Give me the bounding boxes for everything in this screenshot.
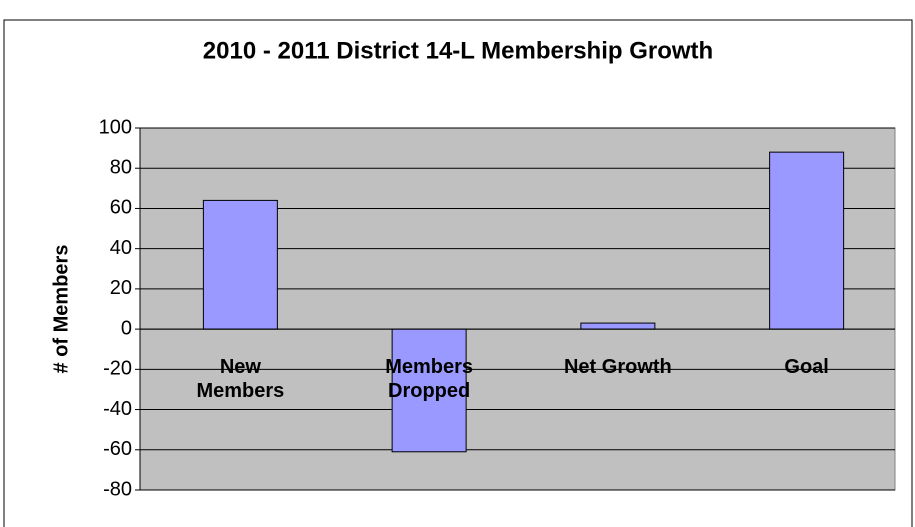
y-tick-label: 40 xyxy=(110,237,132,259)
bar xyxy=(202,199,278,330)
y-tick-label: -40 xyxy=(103,398,132,420)
bar xyxy=(769,151,845,330)
x-tick-label: Members Dropped xyxy=(385,356,474,403)
bar xyxy=(391,328,467,453)
y-axis-title: # of Members xyxy=(50,245,72,374)
y-tick-label: -20 xyxy=(103,358,132,380)
x-tick-label: Net Growth xyxy=(563,356,672,379)
chart-title: 2010 - 2011 District 14-L Membership Gro… xyxy=(203,37,713,64)
bar xyxy=(580,322,656,330)
y-tick-label: 0 xyxy=(121,317,132,339)
y-tick-label: -80 xyxy=(103,478,132,500)
y-tick-label: 80 xyxy=(110,157,132,179)
y-tick-label: -60 xyxy=(103,438,132,460)
y-tick-label: 100 xyxy=(99,116,132,138)
y-tick-label: 60 xyxy=(110,197,132,219)
x-tick-label: New Members xyxy=(196,356,285,403)
x-tick-label: Goal xyxy=(784,356,829,379)
y-tick-label: 20 xyxy=(110,277,132,299)
